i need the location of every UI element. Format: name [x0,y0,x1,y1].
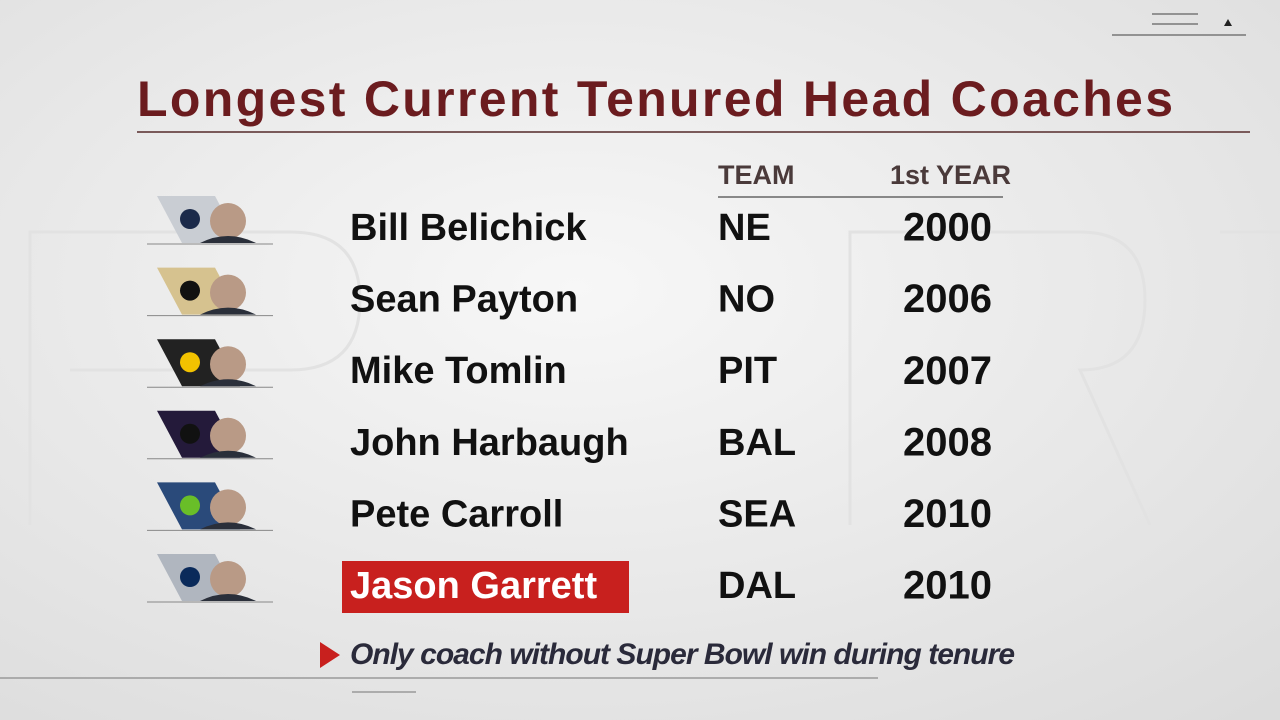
background-watermark [28,230,1280,526]
coach-name: Pete Carroll [350,493,563,535]
coach-name: Mike Tomlin [350,350,567,392]
coach-photo [210,274,246,311]
team: DAL [718,565,796,607]
team: BAL [718,422,796,464]
team-logo-mark [180,567,200,587]
coach-name: Sean Payton [350,279,578,321]
coach-photo [210,489,246,526]
coach-photo-body [200,307,256,315]
team: PIT [718,350,777,392]
footnote: Only coach without Super Bowl win during… [350,638,1015,671]
coach-photo [210,561,246,597]
corner-arrow [1224,19,1232,26]
first-year: 2010 [903,492,992,536]
team: SEA [718,493,796,535]
table-row: Sean Payton NO 2006 [147,267,992,321]
table-row: Pete Carroll SEA 2010 [147,482,992,536]
team: NE [718,207,771,249]
corner-decoration [1112,13,1246,36]
team-logo-mark [180,280,200,301]
team-logo-mark [180,352,200,373]
coach-name: John Harbaugh [350,422,629,464]
coach-photo-body [200,522,256,530]
team-logo-mark [180,209,200,229]
team-logo-mark [180,423,200,444]
coach-photo-body [200,236,256,243]
coach-photo [210,417,246,454]
first-year: 2007 [903,349,992,393]
team-logo-mark [180,495,200,516]
first-year: 2008 [903,420,992,464]
column-header: 1st YEAR [890,160,1011,190]
first-year: 2000 [903,206,992,250]
coach-photo-body [200,450,256,458]
coach-photo-body [200,594,256,601]
table-row: John Harbaugh BAL 2008 [147,410,992,464]
coach-photo [210,346,246,383]
table-rows: Bill Belichick NE 2000 Sean Payton NO 2006 Mik… [147,196,992,613]
footnote-marker [320,642,340,668]
coach-photo-body [200,379,256,387]
coach-name: Bill Belichick [350,207,587,249]
coach-name: Jason Garrett [350,565,597,607]
highlight [342,561,629,613]
table-row: Bill Belichick NE 2000 [147,196,992,250]
coach-photo [210,203,246,239]
first-year: 2010 [903,564,992,608]
column-header: TEAM [718,160,795,190]
team: NO [718,279,775,321]
first-year: 2006 [903,277,992,321]
table-row: Mike Tomlin PIT 2007 [147,339,992,393]
bottom-rules [0,677,878,693]
title: Longest Current Tenured Head Coaches [137,71,1173,127]
table-row: Jason Garrett DAL 2010 [147,554,992,613]
